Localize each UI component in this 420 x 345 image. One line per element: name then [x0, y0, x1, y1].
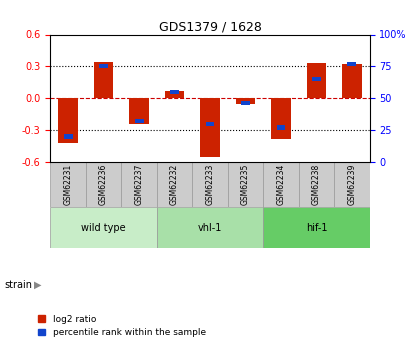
Bar	[165, 91, 184, 98]
Text: ▶: ▶	[34, 280, 42, 289]
Bar	[276, 125, 285, 130]
Bar	[334, 162, 370, 207]
Bar	[129, 98, 149, 124]
Text: wild type: wild type	[81, 223, 126, 233]
Bar	[263, 207, 370, 248]
Bar	[228, 162, 263, 207]
Text: GSM62236: GSM62236	[99, 164, 108, 205]
Text: GSM62233: GSM62233	[205, 164, 215, 205]
Text: vhl-1: vhl-1	[198, 223, 222, 233]
Text: GSM62238: GSM62238	[312, 164, 321, 205]
Text: GSM62237: GSM62237	[134, 164, 144, 205]
Bar	[157, 162, 192, 207]
Bar	[86, 162, 121, 207]
Bar	[347, 62, 356, 66]
Bar	[135, 119, 144, 123]
Bar	[299, 162, 334, 207]
Bar	[312, 77, 321, 81]
Bar	[192, 162, 228, 207]
Bar	[271, 98, 291, 139]
Text: strain: strain	[4, 280, 32, 289]
Text: GSM62235: GSM62235	[241, 164, 250, 205]
Bar	[50, 207, 157, 248]
Bar	[241, 101, 250, 106]
Bar	[200, 98, 220, 157]
Text: hif-1: hif-1	[306, 223, 327, 233]
Title: GDS1379 / 1628: GDS1379 / 1628	[159, 20, 261, 33]
Text: GSM62239: GSM62239	[347, 164, 356, 205]
Bar	[342, 64, 362, 98]
Bar	[170, 90, 179, 94]
Bar	[307, 63, 326, 98]
Bar	[64, 134, 73, 139]
Bar	[121, 162, 157, 207]
Bar	[99, 64, 108, 68]
Legend: log2 ratio, percentile rank within the sample: log2 ratio, percentile rank within the s…	[38, 315, 206, 337]
Bar	[263, 162, 299, 207]
Text: GSM62231: GSM62231	[64, 164, 73, 205]
Bar	[58, 98, 78, 143]
Bar	[236, 98, 255, 104]
Bar	[94, 62, 113, 98]
Bar	[157, 207, 263, 248]
Bar	[205, 121, 215, 126]
Bar	[50, 162, 86, 207]
Text: GSM62232: GSM62232	[170, 164, 179, 205]
Text: GSM62234: GSM62234	[276, 164, 286, 205]
